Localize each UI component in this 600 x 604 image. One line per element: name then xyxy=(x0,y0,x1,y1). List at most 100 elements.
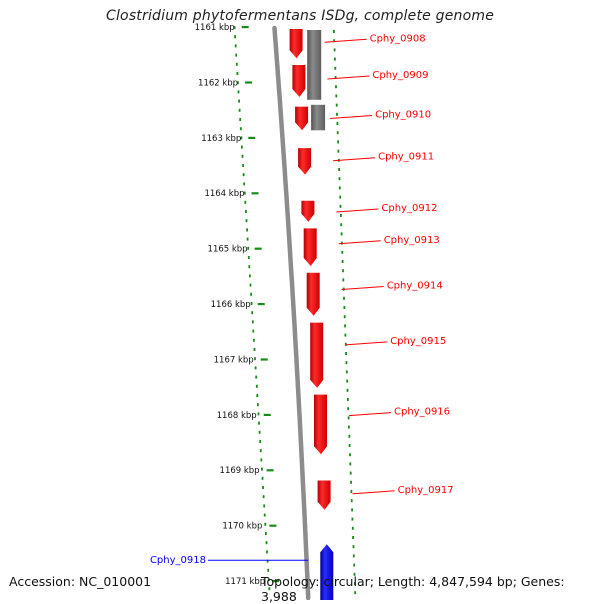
gc-dot xyxy=(341,250,344,254)
gc-dot xyxy=(250,302,253,305)
gene-label: Cphy_0917 xyxy=(398,485,454,496)
gc-dot xyxy=(350,490,353,493)
gc-dot xyxy=(344,333,347,337)
gc-dot xyxy=(339,204,342,208)
gc-dot xyxy=(243,182,246,186)
ruler-tick xyxy=(254,247,262,250)
gc-dot xyxy=(336,112,338,116)
gc-dot xyxy=(349,453,351,457)
gene-arrow xyxy=(289,29,303,59)
gc-dot xyxy=(253,338,255,342)
gc-dot xyxy=(348,425,350,429)
gc-dot xyxy=(352,554,355,558)
gc-dot xyxy=(239,127,242,131)
genome-title: Clostridium phytofermentans ISDg, comple… xyxy=(105,8,495,24)
gc-dot xyxy=(267,578,270,581)
gc-dot xyxy=(265,532,267,535)
gc-dot xyxy=(344,324,346,328)
backbone-line xyxy=(272,25,311,600)
feature-block xyxy=(307,30,322,100)
gc-dot xyxy=(259,449,262,453)
gc-dot xyxy=(262,486,264,489)
gc-dot xyxy=(257,412,260,416)
gene-arrow xyxy=(303,228,317,266)
gc-dot xyxy=(346,379,349,383)
gc-dot xyxy=(235,62,238,66)
gc-dot xyxy=(258,430,261,434)
gc-dot xyxy=(344,342,347,346)
gc-dot xyxy=(257,403,259,407)
gc-dot xyxy=(340,232,343,236)
gene-arrow xyxy=(306,272,320,316)
gc-dot xyxy=(242,173,245,177)
gc-dot xyxy=(338,186,341,190)
gene-leader-line xyxy=(336,208,379,213)
gc-dot xyxy=(333,30,335,33)
gc-dot xyxy=(235,53,238,57)
gc-dot xyxy=(347,416,350,420)
gc-dot xyxy=(238,108,241,112)
gc-dot xyxy=(343,306,346,309)
gene-label: Cphy_0912 xyxy=(381,203,437,214)
gene-arrow xyxy=(298,148,312,175)
gc-dot xyxy=(237,81,239,85)
ruler-tick xyxy=(263,413,271,416)
gc-dot xyxy=(338,177,341,181)
ruler-tick-label: 1165 kbp xyxy=(208,245,248,255)
gene-arrow xyxy=(310,322,324,388)
gc-dot xyxy=(348,444,351,447)
gc-dot xyxy=(354,591,357,595)
gc-dot xyxy=(336,131,339,135)
gc-dot xyxy=(263,513,266,517)
gc-dot xyxy=(246,237,249,241)
gene-label: Cphy_0918 xyxy=(150,555,206,566)
ruler-tick-label: 1168 kbp xyxy=(217,411,257,421)
chromosome-backbone xyxy=(272,25,311,600)
ruler-tick xyxy=(248,136,256,139)
gene-label: Cphy_0910 xyxy=(375,110,431,121)
gene-arrow xyxy=(314,394,327,455)
gc-dot xyxy=(354,582,356,585)
gc-dot xyxy=(251,320,254,324)
gc-dot xyxy=(250,292,252,296)
gc-dot xyxy=(347,407,350,411)
gc-dot xyxy=(352,536,354,539)
gc-dot xyxy=(249,283,252,287)
gc-dot xyxy=(265,541,268,545)
gene-arrow xyxy=(301,200,315,222)
gc-dot xyxy=(349,462,352,466)
gc-dot xyxy=(252,329,255,333)
gc-dot xyxy=(248,265,251,269)
gc-dot xyxy=(242,164,244,167)
ruler-tick-label: 1167 kbp xyxy=(214,355,254,365)
gc-dot xyxy=(266,559,269,563)
gc-dot xyxy=(267,568,270,572)
gene-label: Cphy_0914 xyxy=(387,281,443,292)
gc-dot xyxy=(346,388,349,392)
gene-label: Cphy_0915 xyxy=(390,336,446,347)
gc-dot xyxy=(241,145,243,149)
ruler-tick xyxy=(260,358,268,361)
gene-leader-line xyxy=(348,412,392,417)
gene-leader-line xyxy=(330,115,373,119)
gc-dot xyxy=(348,434,351,438)
gene-arrow xyxy=(292,65,306,97)
gc-dot xyxy=(247,246,250,250)
ruler-tick xyxy=(251,192,259,195)
gc-dot xyxy=(268,587,271,591)
ruler-tick-label: 1163 kbp xyxy=(201,134,241,144)
gene-leader-line xyxy=(327,75,370,80)
ruler-tick-label: 1170 kbp xyxy=(222,522,262,532)
gc-dot xyxy=(254,357,256,361)
gc-dot xyxy=(334,76,337,79)
gene-leader-line xyxy=(352,490,395,495)
gene-leader-line xyxy=(324,38,367,43)
ruler-tick xyxy=(257,303,265,306)
gene-leader-line xyxy=(341,286,384,290)
gene-label: Cphy_0909 xyxy=(372,70,428,81)
gc-dot xyxy=(255,375,258,379)
gc-dot xyxy=(266,550,268,554)
ruler-tick-label: 1164 kbp xyxy=(204,189,244,199)
gc-dot xyxy=(339,195,342,199)
gc-dot xyxy=(353,563,356,567)
